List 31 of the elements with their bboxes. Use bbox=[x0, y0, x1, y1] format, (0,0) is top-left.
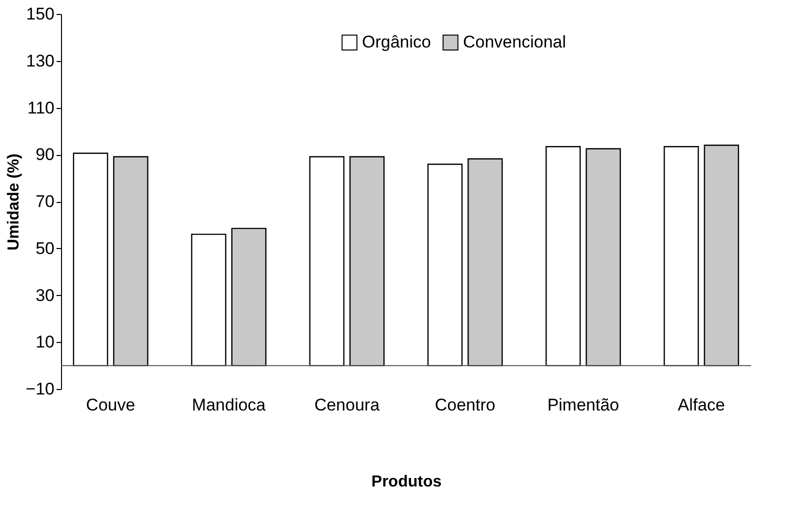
x-tick-label: Couve bbox=[86, 396, 136, 414]
y-axis-title: Umidade (%) bbox=[6, 154, 23, 250]
y-tick-label: 90 bbox=[36, 145, 54, 164]
y-tick-label: 10 bbox=[36, 332, 54, 352]
bar bbox=[231, 228, 266, 366]
x-tick-label: Coentro bbox=[434, 396, 496, 414]
x-tick-label: Pimentão bbox=[547, 396, 620, 414]
bar bbox=[309, 156, 344, 366]
y-tick-label: 110 bbox=[27, 98, 54, 118]
bar bbox=[704, 144, 740, 366]
x-tick-label: Cenoura bbox=[314, 396, 380, 414]
y-tick-label: −10 bbox=[26, 380, 54, 398]
bar bbox=[113, 156, 148, 366]
y-tick-label: 30 bbox=[36, 286, 54, 305]
y-tick-label: 130 bbox=[26, 51, 54, 70]
bar bbox=[468, 158, 503, 366]
y-tick-label: 150 bbox=[26, 4, 54, 24]
x-tick-label: Mandioca bbox=[192, 396, 266, 414]
x-axis-title: Produtos bbox=[371, 474, 442, 490]
legend-label: Convencional bbox=[463, 32, 566, 52]
bar bbox=[586, 148, 621, 366]
bar bbox=[546, 146, 581, 366]
y-tick-label: 50 bbox=[36, 238, 54, 258]
y-tick-label: 70 bbox=[36, 192, 54, 211]
bar bbox=[72, 152, 108, 366]
legend-label: Orgânico bbox=[362, 32, 431, 52]
bar bbox=[191, 234, 226, 366]
x-tick-label: Alface bbox=[678, 396, 725, 414]
bar bbox=[664, 146, 699, 366]
bar bbox=[427, 164, 463, 366]
bar bbox=[349, 156, 385, 366]
